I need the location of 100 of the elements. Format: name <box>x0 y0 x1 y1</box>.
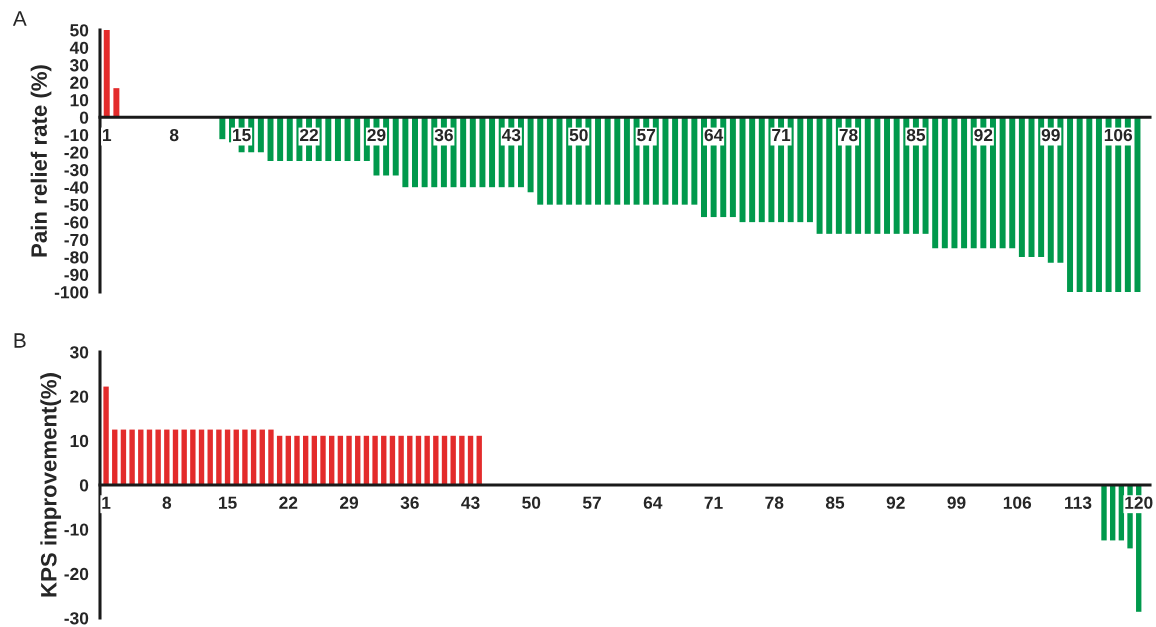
bar <box>1095 117 1102 292</box>
bar <box>103 30 110 118</box>
bar <box>1028 117 1035 258</box>
bar <box>402 117 409 188</box>
bar <box>268 429 274 485</box>
x-tick-label: 8 <box>169 128 179 142</box>
bar <box>103 386 109 485</box>
y-tick-label: -20 <box>64 146 89 159</box>
x-tick-label: 99 <box>1041 128 1060 142</box>
x-tick-label: 29 <box>340 496 359 509</box>
bar <box>479 117 486 188</box>
bar <box>469 117 476 188</box>
bar <box>344 117 351 161</box>
y-tick-label: -30 <box>64 612 89 625</box>
bar <box>1067 117 1074 292</box>
x-tick-label: 15 <box>219 496 237 509</box>
bar <box>1076 117 1083 292</box>
bar <box>421 117 428 188</box>
bar <box>424 435 430 485</box>
x-tick-label: 85 <box>825 496 845 509</box>
bar <box>372 435 378 485</box>
bar <box>164 429 170 485</box>
bar <box>961 117 968 249</box>
x-tick-label: 92 <box>974 128 993 142</box>
x-tick-label: 113 <box>1065 496 1092 509</box>
x-tick-label: 22 <box>279 496 298 509</box>
x-tick-label: 43 <box>461 496 480 509</box>
bar <box>681 117 688 205</box>
x-tick-label: 15 <box>233 129 251 142</box>
y-tick-label: -80 <box>64 251 89 264</box>
x-tick-label: 92 <box>886 496 905 509</box>
bar <box>346 435 352 485</box>
x-tick-label: 36 <box>434 128 453 142</box>
y-tick-label: 10 <box>70 434 89 448</box>
bar <box>729 117 736 218</box>
y-tick-label: -60 <box>64 216 89 229</box>
bar <box>460 117 467 188</box>
bar <box>527 117 534 193</box>
bar <box>758 117 765 223</box>
y-tick-label: 30 <box>69 346 89 359</box>
y-tick-label: -10 <box>64 523 89 536</box>
bar <box>691 117 698 205</box>
bar <box>864 117 871 234</box>
bar <box>181 429 187 485</box>
bar <box>749 117 756 223</box>
x-tick-label: 78 <box>839 128 858 142</box>
y-tick-label: -40 <box>64 181 89 194</box>
x-tick-label: 50 <box>569 128 588 142</box>
x-tick-label: 1 <box>102 496 111 509</box>
x-tick-label: 64 <box>704 128 724 142</box>
bar <box>155 429 161 485</box>
x-tick-label: 29 <box>367 128 386 142</box>
bar <box>672 117 679 205</box>
bar <box>1134 117 1141 292</box>
x-tick-label: 99 <box>947 496 966 509</box>
text: B <box>14 333 26 348</box>
y-tick-label: -100 <box>54 286 89 299</box>
bar <box>433 435 439 485</box>
y-tick-label: -20 <box>64 567 89 581</box>
x-tick-label: 50 <box>522 496 541 509</box>
bar <box>797 117 804 223</box>
x-tick-label: 71 <box>772 129 791 142</box>
x-tick-label: 120 <box>1125 496 1153 509</box>
y-tick-label: 20 <box>70 76 89 89</box>
y-tick-label: 0 <box>79 111 89 124</box>
bar <box>739 117 746 223</box>
x-tick-label: 106 <box>1003 496 1032 509</box>
bar <box>951 117 958 249</box>
bar <box>537 117 544 205</box>
y-tick-label: 30 <box>69 59 89 72</box>
y-tick-label: -90 <box>64 268 89 281</box>
y-tick-label: -30 <box>64 163 89 177</box>
x-tick-label: 57 <box>637 129 656 142</box>
y-tick-label: 0 <box>79 479 89 492</box>
bar <box>216 429 222 485</box>
bar <box>932 117 939 249</box>
bar <box>257 117 264 153</box>
y-tick-label: 50 <box>70 24 89 37</box>
bar <box>412 117 418 188</box>
y-tick-label: -10 <box>64 128 89 142</box>
bar <box>941 117 948 249</box>
bar <box>219 117 226 140</box>
bar <box>286 117 293 161</box>
x-tick-label: 57 <box>582 496 601 509</box>
bar <box>1086 117 1093 292</box>
bar <box>884 117 890 234</box>
y-axis-title: KPS improvement(%) <box>40 373 62 597</box>
bar <box>320 435 326 485</box>
bar <box>489 117 496 188</box>
bar <box>806 117 813 223</box>
y-tick-label: 10 <box>70 94 89 107</box>
bar <box>546 117 553 205</box>
bar <box>450 435 456 485</box>
bar <box>614 117 621 205</box>
x-tick-label: 71 <box>704 496 723 509</box>
bar <box>1101 485 1107 541</box>
y-tick-label: -50 <box>64 198 89 212</box>
bar <box>398 435 404 485</box>
bar <box>354 117 361 161</box>
bar <box>604 117 611 205</box>
